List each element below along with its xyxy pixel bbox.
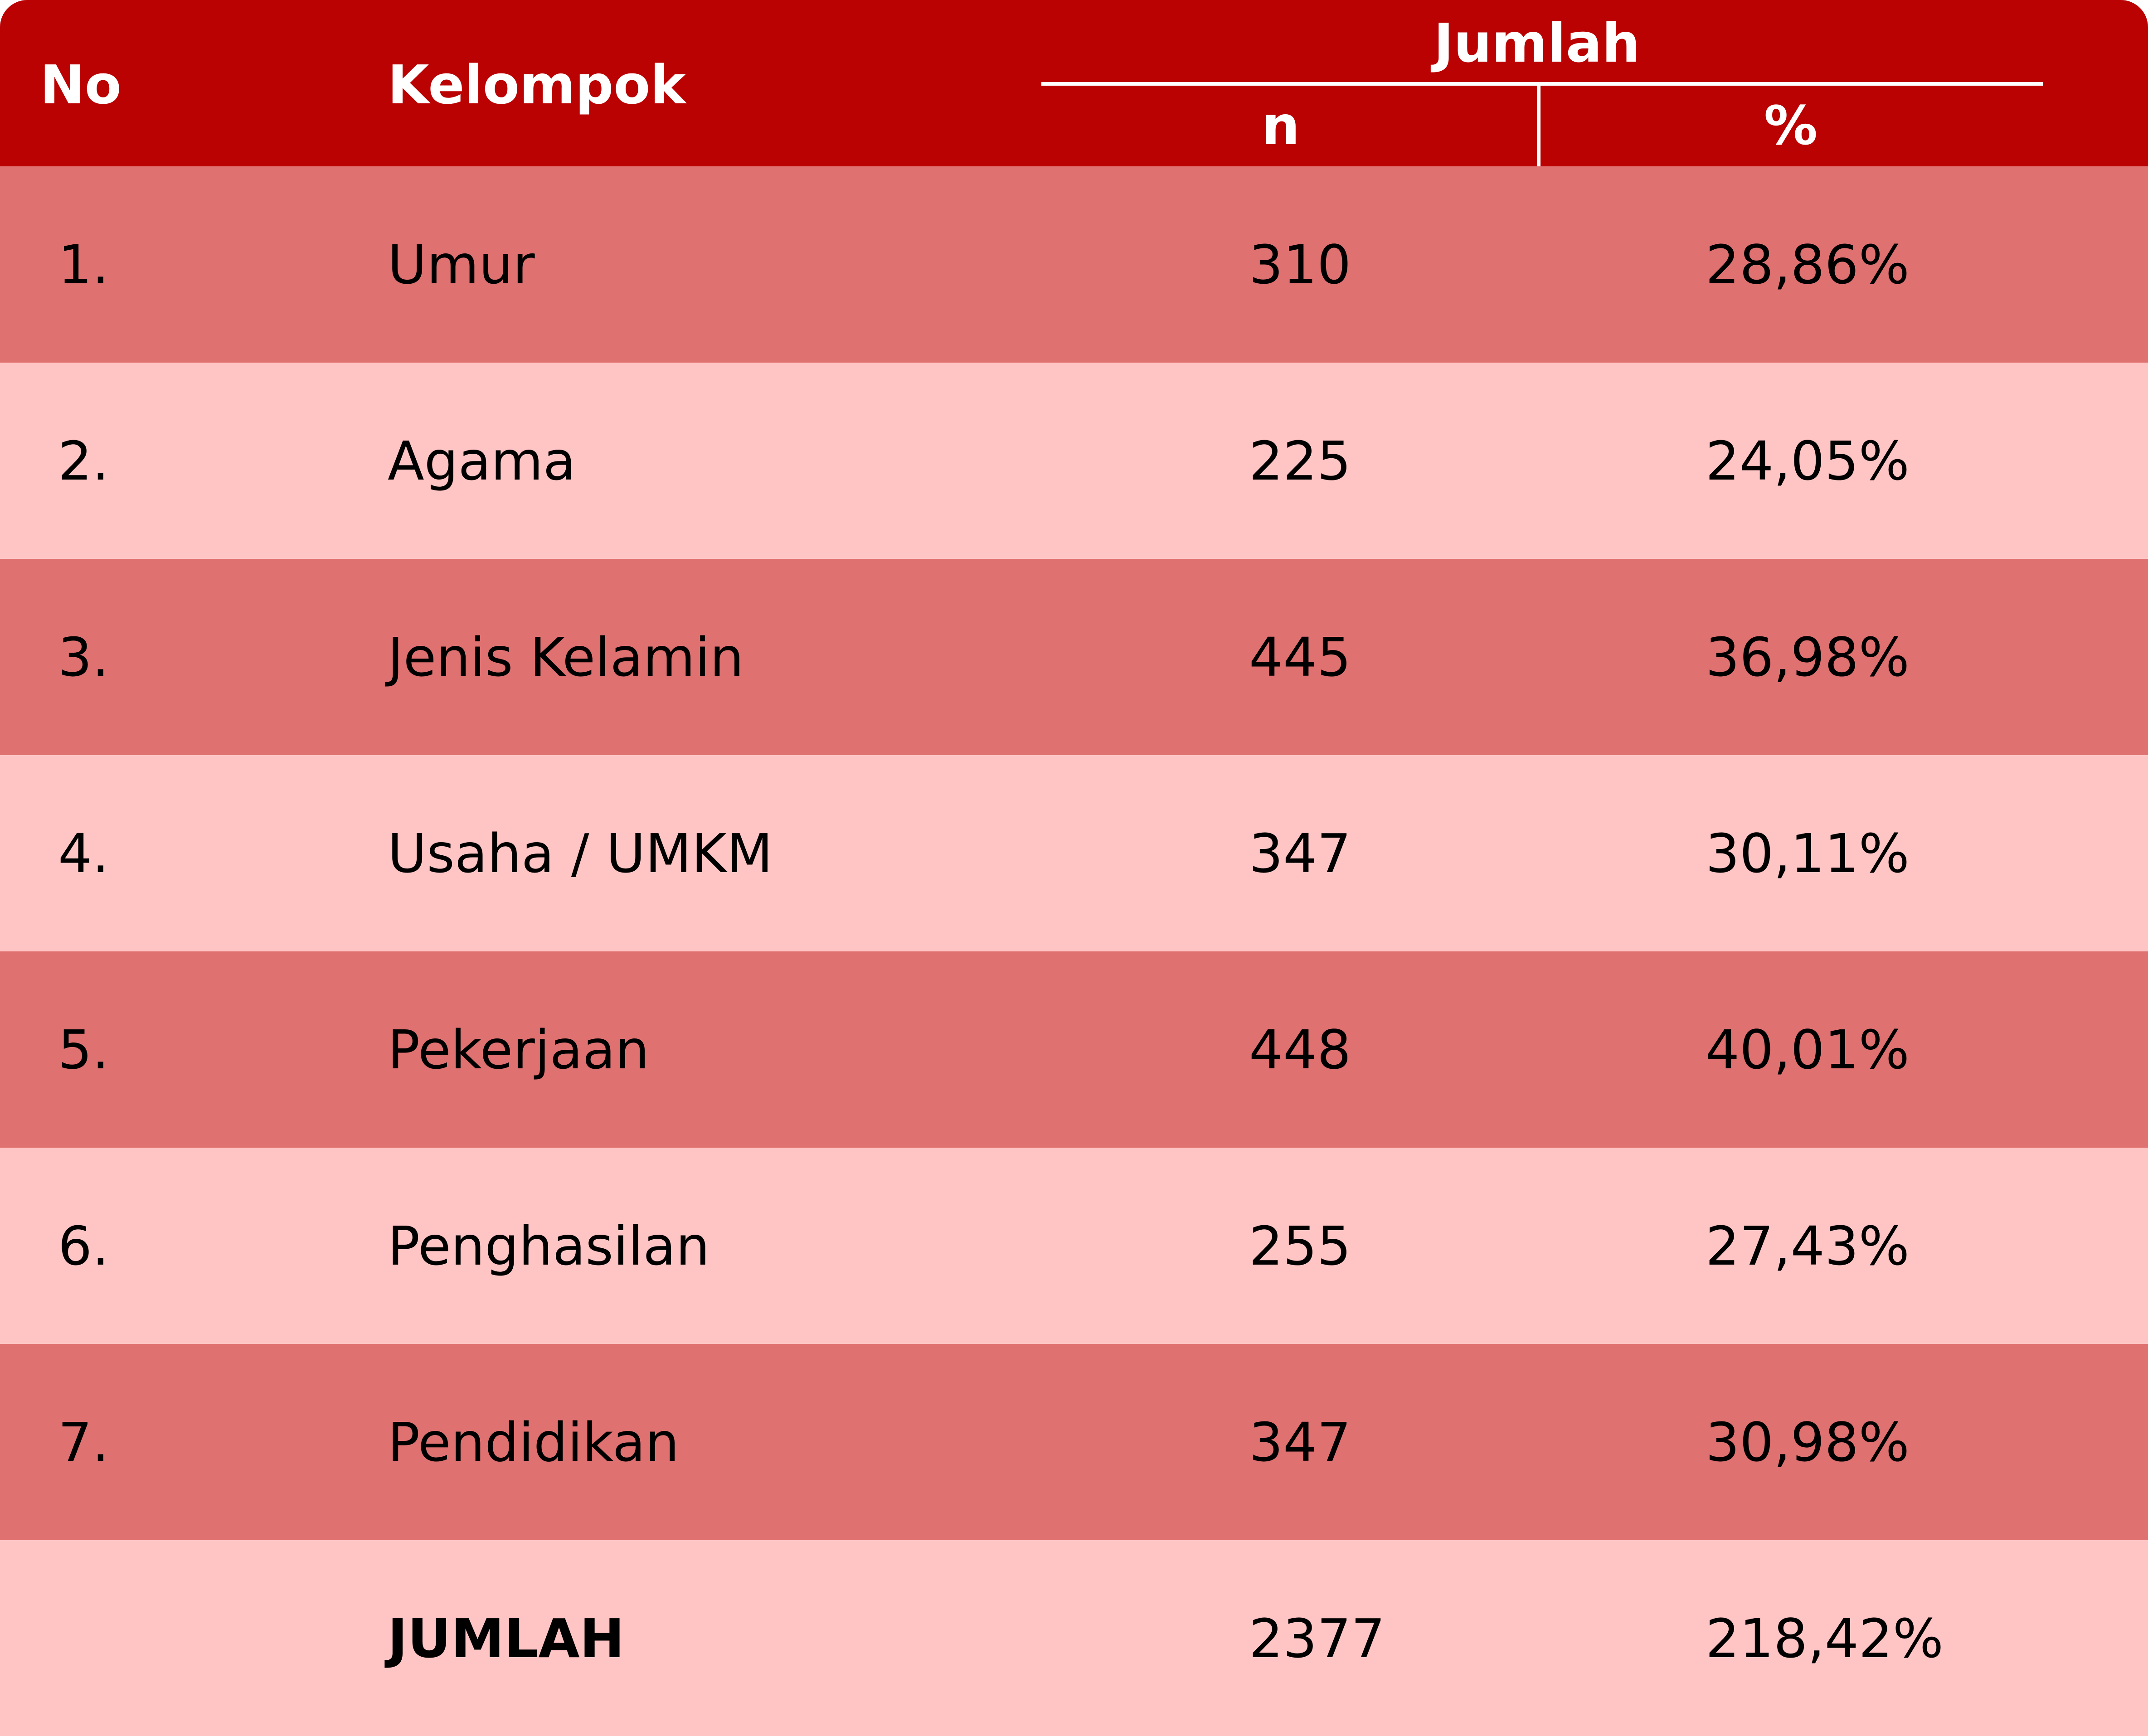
row-n: 347 [1249, 822, 1351, 885]
table-row: 3. Jenis Kelamin 445 36,98% [0, 559, 2148, 755]
row-n: 255 [1249, 1214, 1351, 1277]
total-label: JUMLAH [388, 1607, 625, 1670]
row-no: 2. [58, 429, 109, 492]
row-kelompok: Agama [388, 429, 576, 492]
row-kelompok: Jenis Kelamin [388, 626, 744, 689]
table-row: 1. Umur 310 28,86% [0, 166, 2148, 363]
header-column-divider [1537, 86, 1541, 166]
row-kelompok: Penghasilan [388, 1214, 710, 1277]
total-percent: 218,42% [1706, 1607, 1944, 1670]
row-percent: 27,43% [1706, 1214, 1910, 1277]
table-row: 6. Penghasilan 255 27,43% [0, 1148, 2148, 1344]
row-n: 347 [1249, 1411, 1351, 1474]
total-n: 2377 [1249, 1607, 1385, 1670]
table-body: 1. Umur 310 28,86% 2. Agama 225 24,05% 3… [0, 166, 2148, 1736]
table-total-row: JUMLAH 2377 218,42% [0, 1540, 2148, 1736]
header-kelompok: Kelompok [388, 53, 686, 116]
header-n-label: n [1261, 94, 1300, 157]
row-percent: 30,11% [1706, 822, 1910, 885]
row-percent: 28,86% [1706, 233, 1910, 296]
row-percent: 24,05% [1706, 429, 1910, 492]
table-header: No Kelompok Jumlah n % [0, 0, 2148, 166]
table-row: 4. Usaha / UMKM 347 30,11% [0, 755, 2148, 951]
row-no: 4. [58, 822, 109, 885]
row-no: 5. [58, 1018, 109, 1081]
row-n: 448 [1249, 1018, 1351, 1081]
row-kelompok: Pendidikan [388, 1411, 680, 1474]
row-percent: 40,01% [1706, 1018, 1910, 1081]
header-no: No [40, 53, 121, 116]
row-no: 6. [58, 1214, 109, 1277]
row-no: 7. [58, 1411, 109, 1474]
row-n: 310 [1249, 233, 1351, 296]
table-row: 7. Pendidikan 347 30,98% [0, 1344, 2148, 1540]
header-percent-label: % [1764, 94, 1818, 157]
row-percent: 30,98% [1706, 1411, 1910, 1474]
row-n: 225 [1249, 429, 1351, 492]
row-no: 3. [58, 626, 109, 689]
row-kelompok: Pekerjaan [388, 1018, 649, 1081]
table-row: 5. Pekerjaan 448 40,01% [0, 951, 2148, 1148]
row-percent: 36,98% [1706, 626, 1910, 689]
row-kelompok: Usaha / UMKM [388, 822, 773, 885]
row-no: 1. [58, 233, 109, 296]
row-kelompok: Umur [388, 233, 535, 296]
header-jumlah-label: Jumlah [1434, 12, 1640, 74]
header-divider-line [1041, 82, 2043, 86]
table-row: 2. Agama 225 24,05% [0, 363, 2148, 559]
row-n: 445 [1249, 626, 1351, 689]
